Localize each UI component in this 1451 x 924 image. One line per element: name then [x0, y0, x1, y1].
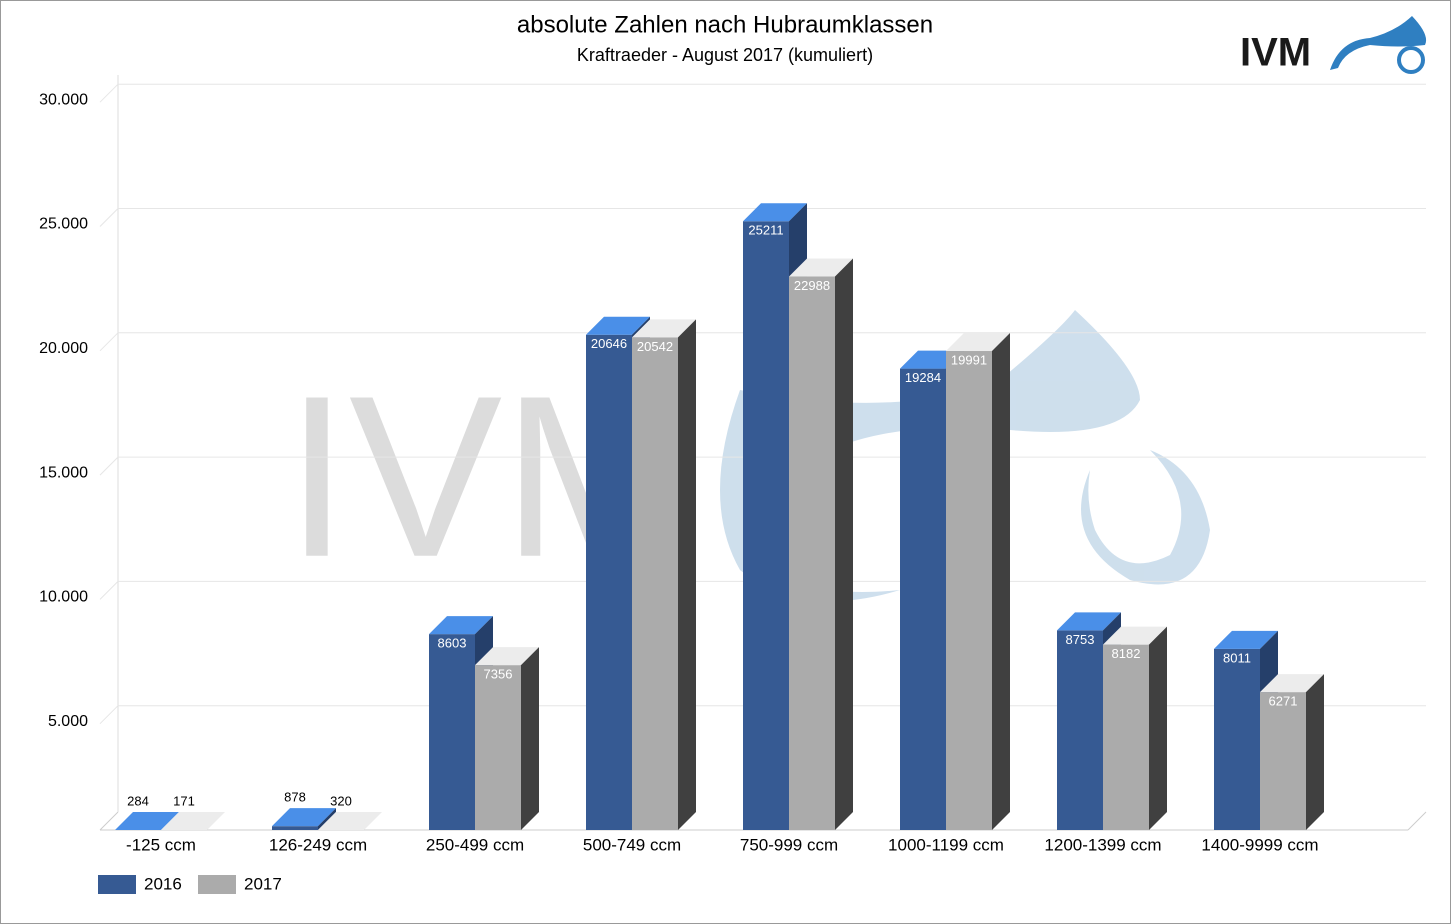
bar-side [678, 319, 696, 830]
bar-front [272, 826, 318, 830]
y-tick-label: 15.000 [39, 464, 88, 481]
x-tick-label: 1400-9999 ccm [1201, 835, 1318, 854]
bar-side [1149, 627, 1167, 830]
bar-front [1103, 645, 1149, 830]
x-tick-label: 750-999 ccm [740, 835, 838, 854]
data-label: 20646 [591, 336, 627, 351]
x-tick-label: 500-749 ccm [583, 835, 681, 854]
y-tick-label: 5.000 [48, 713, 88, 730]
bar [789, 259, 853, 830]
legend-swatch [198, 875, 236, 894]
bar [946, 333, 1010, 830]
bar-side [1306, 674, 1324, 830]
bar-front [743, 221, 789, 830]
data-label: 320 [330, 793, 352, 808]
bar-side [992, 333, 1010, 830]
data-label: 19284 [905, 370, 941, 385]
x-tick-label: 126-249 ccm [269, 835, 367, 854]
x-tick-label: 1000-1199 ccm [888, 835, 1004, 854]
bar-side [835, 259, 853, 830]
y-tick-label: 30.000 [39, 91, 88, 108]
data-label: 171 [173, 793, 195, 808]
data-label: 20542 [637, 339, 673, 354]
bar-front [1057, 630, 1103, 830]
bar-front [475, 665, 521, 830]
y-tick-label: 25.000 [39, 216, 88, 233]
legend-label: 2017 [244, 874, 282, 893]
data-label: 8182 [1112, 646, 1141, 661]
bar [632, 319, 696, 830]
data-label: 19991 [951, 352, 987, 367]
data-label: 284 [127, 793, 149, 808]
bar-front [789, 277, 835, 830]
bar-front [632, 337, 678, 830]
chart-subtitle: Kraftraeder - August 2017 (kumuliert) [577, 45, 873, 65]
logo-text: IVM [1240, 31, 1311, 75]
x-tick-label: 1200-1399 ccm [1044, 835, 1161, 854]
data-label: 22988 [794, 278, 830, 293]
data-label: 8011 [1223, 650, 1251, 665]
bar-front [1260, 692, 1306, 830]
data-label: 7356 [484, 667, 513, 682]
bar-front [586, 335, 632, 830]
bar-front [1214, 649, 1260, 830]
chart: IVM absolute Zahlen nach Hubraumklassen … [0, 0, 1451, 924]
y-tick-label: 10.000 [39, 589, 88, 606]
data-label: 6271 [1269, 694, 1298, 709]
legend-label: 2016 [144, 874, 182, 893]
bar-side [521, 647, 539, 830]
bar-front [429, 634, 475, 830]
data-label: 25211 [748, 223, 783, 238]
x-tick-label: -125 ccm [126, 835, 196, 854]
bar-front [946, 351, 992, 830]
data-label: 8603 [438, 636, 467, 651]
y-tick-label: 20.000 [39, 340, 88, 357]
bar-front [900, 369, 946, 830]
x-tick-label: 250-499 ccm [426, 835, 524, 854]
data-label: 8753 [1066, 632, 1095, 647]
chart-title: absolute Zahlen nach Hubraumklassen [517, 11, 933, 38]
legend-swatch [98, 875, 136, 894]
data-label: 878 [284, 790, 306, 805]
